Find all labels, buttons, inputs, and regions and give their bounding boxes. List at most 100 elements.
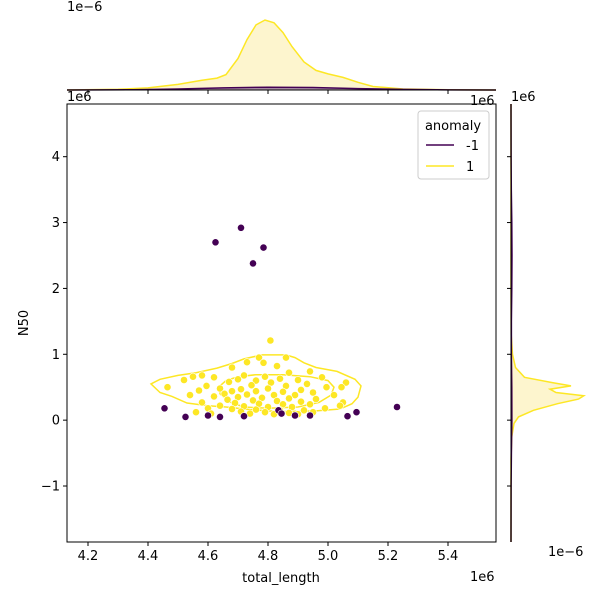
point-normal-14 bbox=[318, 373, 326, 382]
x-tick-label: 4.8 bbox=[258, 549, 279, 564]
main-axes-frame bbox=[66, 103, 497, 543]
point-normal-59 bbox=[306, 400, 314, 409]
point-normal-31 bbox=[264, 384, 272, 393]
x-tick-label: 4.6 bbox=[198, 549, 219, 564]
point-normal-11 bbox=[189, 372, 197, 381]
point-normal-8 bbox=[285, 368, 293, 377]
point-normal-49 bbox=[312, 395, 320, 403]
point-normal-38 bbox=[309, 388, 317, 397]
y-tick-label: −1 bbox=[41, 480, 60, 495]
x-tick-label: 5.4 bbox=[438, 549, 459, 564]
point-normal-66 bbox=[228, 405, 236, 413]
point-anomaly-8 bbox=[240, 412, 248, 421]
point-normal-55 bbox=[198, 398, 206, 407]
right-kde-line-normal bbox=[510, 104, 587, 542]
x-tick-label: 4.4 bbox=[138, 549, 159, 564]
point-normal-28 bbox=[163, 383, 172, 392]
kde-contour-outer bbox=[149, 354, 362, 413]
point-normal-34 bbox=[195, 386, 203, 395]
point-anomaly-4 bbox=[160, 404, 169, 413]
point-normal-48 bbox=[285, 394, 293, 403]
top-marginal-offset-label: 1e−6 bbox=[67, 0, 102, 15]
point-normal-37 bbox=[279, 387, 287, 396]
point-normal-35 bbox=[228, 387, 236, 396]
point-normal-6 bbox=[228, 363, 236, 372]
point-normal-52 bbox=[273, 397, 281, 405]
point-normal-69 bbox=[300, 406, 308, 415]
point-normal-2 bbox=[282, 353, 290, 362]
point-anomaly-15 bbox=[393, 403, 401, 411]
point-normal-7 bbox=[306, 367, 314, 376]
point-normal-19 bbox=[294, 376, 302, 384]
x-axis-ticks: 4.2 4.4 4.6 4.8 5.0 5.2 5.4 bbox=[78, 90, 459, 564]
point-anomaly-0 bbox=[211, 238, 220, 247]
point-anomaly-14 bbox=[352, 408, 361, 417]
point-normal-42 bbox=[291, 391, 299, 399]
point-normal-50 bbox=[223, 395, 232, 404]
point-anomaly-10 bbox=[277, 409, 286, 418]
point-normal-17 bbox=[234, 375, 242, 384]
y-tick-label: 2 bbox=[52, 282, 60, 297]
point-normal-24 bbox=[202, 381, 211, 390]
point-normal-9 bbox=[240, 371, 248, 380]
x-tick-label: 4.2 bbox=[78, 549, 99, 564]
legend: anomaly -1 1 bbox=[417, 110, 490, 180]
y-axis-ticks: −1 0 1 2 3 4 bbox=[41, 150, 511, 495]
point-normal-13 bbox=[210, 373, 218, 382]
right-marginal-kde bbox=[510, 103, 587, 543]
x-axis-label: total_length bbox=[242, 571, 320, 586]
point-normal-16 bbox=[180, 376, 188, 384]
point-normal-67 bbox=[252, 405, 260, 414]
point-anomaly-13 bbox=[343, 412, 352, 421]
point-normal-30 bbox=[237, 385, 245, 394]
point-normal-5 bbox=[273, 362, 281, 370]
point-normal-36 bbox=[252, 387, 260, 396]
point-normal-45 bbox=[210, 392, 218, 401]
point-anomaly-6 bbox=[204, 411, 212, 420]
y-tick-label: 3 bbox=[52, 216, 60, 231]
right-marginal-offset-label: 1e−6 bbox=[548, 545, 583, 560]
point-normal-51 bbox=[249, 396, 257, 405]
point-normal-23 bbox=[303, 379, 311, 388]
y-tick-label: 0 bbox=[52, 414, 60, 429]
point-normal-4 bbox=[259, 358, 268, 367]
point-normal-53 bbox=[297, 397, 305, 406]
point-normal-1 bbox=[255, 353, 263, 362]
point-anomaly-1 bbox=[237, 223, 245, 232]
point-normal-40 bbox=[243, 390, 251, 399]
point-normal-10 bbox=[261, 372, 269, 381]
point-normal-43 bbox=[330, 391, 338, 399]
y-tick-label: 1 bbox=[52, 348, 60, 363]
point-normal-44 bbox=[186, 391, 194, 399]
point-normal-32 bbox=[297, 385, 305, 394]
point-anomaly-3 bbox=[249, 259, 257, 268]
point-normal-3 bbox=[243, 358, 251, 367]
point-anomaly-2 bbox=[259, 243, 268, 252]
top-kde-line-normal bbox=[66, 19, 497, 91]
point-anomaly-11 bbox=[291, 411, 299, 420]
right-panel-y-offset-label: 1e6 bbox=[511, 90, 536, 105]
top-kde-fill-normal bbox=[67, 20, 496, 90]
legend-title: anomaly bbox=[425, 119, 481, 134]
point-normal-78 bbox=[192, 408, 200, 417]
point-normal-0 bbox=[266, 336, 275, 345]
top-marginal-kde bbox=[66, 19, 497, 91]
point-anomaly-7 bbox=[216, 412, 224, 421]
y-axis-label: N50 bbox=[17, 310, 32, 336]
x-tick-label: 5.2 bbox=[378, 549, 399, 564]
point-normal-27 bbox=[322, 383, 331, 392]
point-normal-33 bbox=[337, 383, 346, 392]
point-normal-20 bbox=[225, 377, 233, 386]
scatter-points bbox=[160, 223, 401, 421]
point-normal-60 bbox=[216, 401, 224, 410]
point-normal-64 bbox=[336, 401, 344, 410]
x-offset-label: 1e6 bbox=[470, 570, 495, 585]
scatter-panel: 4.2 4.4 4.6 4.8 5.0 5.2 5.4 −1 0 1 2 3 4 bbox=[41, 90, 511, 564]
x-tick-label: 5.0 bbox=[318, 549, 339, 564]
point-normal-70 bbox=[321, 404, 329, 413]
point-normal-15 bbox=[276, 374, 284, 383]
point-normal-12 bbox=[198, 371, 206, 380]
y-tick-label: 4 bbox=[52, 150, 60, 165]
top-panel-x-offset-label: 1e6 bbox=[470, 94, 495, 109]
